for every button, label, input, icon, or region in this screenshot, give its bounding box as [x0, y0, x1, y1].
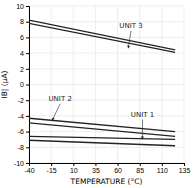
tick: 35: [92, 163, 100, 174]
lines: [29, 20, 175, 146]
tick-label: 4: [20, 50, 24, 57]
tick-label: -15: [47, 167, 57, 174]
tick: 10: [16, 3, 29, 10]
grid-line-y: [29, 84, 184, 85]
tick: -15: [47, 163, 57, 174]
tick-label: -40: [24, 167, 34, 174]
tick-mark: [73, 163, 74, 166]
series-line: [29, 23, 175, 52]
annotation: UNIT 2: [48, 95, 71, 103]
tick-label: -8: [18, 144, 24, 151]
tick-label: 60: [114, 167, 122, 174]
annotation: UNIT 1: [131, 111, 154, 119]
tick: 4: [20, 50, 29, 57]
tick-mark: [184, 163, 185, 166]
plot: -40 -15 10 35 60 85 110 135 -10 -8 -6 -4 -2 0 2 4 6 8 10 TE…: [0, 3, 190, 186]
grid-line-y: [29, 21, 184, 22]
annotation-arrow: [142, 120, 143, 140]
grid: [29, 6, 184, 163]
axis-line: [26, 7, 30, 164]
grid-line-y: [29, 131, 184, 132]
series-line: [29, 123, 175, 136]
tick-label: 8: [20, 18, 24, 25]
grid-line-y: [29, 53, 184, 54]
tick-mark: [26, 22, 29, 23]
y-axis-title: IB| (µA): [0, 70, 9, 98]
tick-label: 110: [157, 167, 168, 174]
series-line: [29, 136, 175, 139]
tick-label: 135: [179, 167, 191, 174]
chart: -40 -15 10 35 60 85 110 135 -10 -8 -6 -4 -2 0 2 4 6 8 10 TE…: [0, 0, 193, 188]
tick-label: 2: [20, 66, 24, 73]
tick: -8: [18, 144, 29, 151]
tick-label: 85: [136, 167, 144, 174]
tick-mark: [26, 163, 29, 164]
tick-label: 10: [16, 3, 24, 10]
tick-mark: [162, 163, 163, 166]
tick-label: -2: [18, 97, 24, 104]
tick: 0: [20, 81, 29, 88]
tick: 60: [114, 163, 122, 174]
tick-label: 0: [20, 81, 24, 88]
tick: 110: [157, 163, 168, 174]
grid-line-y: [29, 147, 184, 148]
tick-label: 10: [70, 167, 78, 174]
tick-mark: [26, 147, 29, 148]
tick: 85: [136, 163, 144, 174]
annotation-arrow: [128, 31, 131, 49]
tick-mark: [26, 116, 29, 117]
grid-line-y: [29, 6, 184, 7]
tick: 8: [20, 18, 29, 25]
tick-mark: [118, 163, 119, 166]
axis-line: [30, 164, 185, 167]
series-line: [29, 140, 175, 145]
tick-label: -6: [18, 128, 24, 135]
annotation: UNIT 3: [119, 22, 142, 30]
x-axis: -40 -15 10 35 60 85 110 135: [24, 163, 190, 174]
tick-mark: [26, 132, 29, 133]
annotations: UNIT 3 UNIT 2 UNIT 1: [48, 22, 154, 140]
series-line: [29, 20, 175, 50]
tick: -2: [18, 97, 29, 104]
tick-label: 6: [20, 34, 24, 41]
tick: -4: [18, 113, 29, 120]
grid-line-y: [29, 37, 184, 38]
tick: 135: [179, 163, 191, 174]
tick-mark: [51, 163, 52, 166]
grid-line-y: [29, 68, 184, 69]
tick: -10: [14, 160, 29, 167]
tick-mark: [26, 85, 29, 86]
tick: 10: [70, 163, 78, 174]
tick: 6: [20, 34, 29, 41]
tick: -6: [18, 128, 29, 135]
annotation-arrow: [52, 104, 60, 121]
y-axis: -10 -8 -6 -4 -2 0 2 4 6 8 10: [14, 3, 30, 167]
x-axis-title: TEMPERATURE (°C): [70, 177, 143, 186]
tick-label: -4: [18, 113, 24, 120]
tick-mark: [26, 37, 29, 38]
tick: -40: [24, 163, 34, 174]
tick: 2: [20, 66, 29, 73]
tick-mark: [26, 6, 29, 7]
tick-label: -10: [14, 160, 24, 167]
tick-mark: [26, 69, 29, 70]
tick-mark: [140, 163, 141, 166]
tick-mark: [26, 100, 29, 101]
tick-label: 35: [92, 167, 100, 174]
tick-mark: [95, 163, 96, 166]
tick-mark: [26, 53, 29, 54]
grid-line-y: [29, 115, 184, 116]
